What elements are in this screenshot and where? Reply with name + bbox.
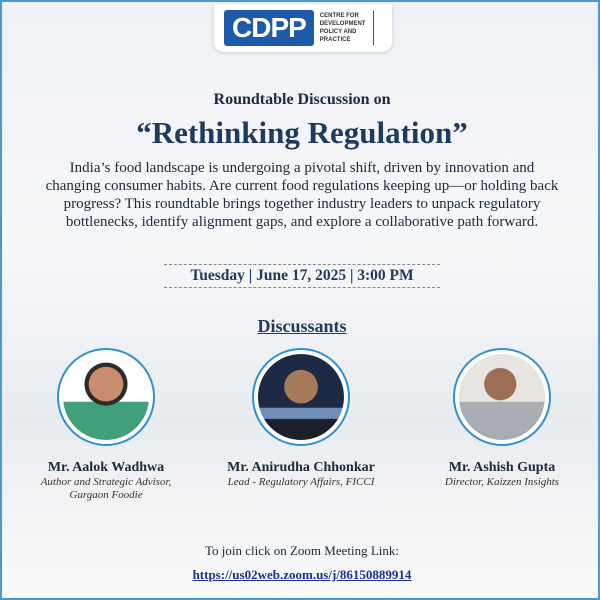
description: India’s food landscape is undergoing a p… — [45, 160, 559, 230]
logo-mark: CDPP — [224, 10, 314, 46]
join-instructions: To join click on Zoom Meeting Link: — [204, 543, 400, 558]
speaker-name: Mr. Anirudha Chhonkar — [227, 460, 375, 475]
speaker-role: Author and Strategic Advisor, — [40, 476, 172, 488]
avatar — [252, 348, 350, 446]
logo-subtitle: CENTRE FOR DEVELOPMENT POLICY AND PRACTI… — [320, 11, 375, 45]
speaker-card: Mr. Anirudha Chhonkar Lead - Regulatory … — [201, 348, 401, 489]
event-title: “Rethinking Regulation” — [136, 115, 468, 150]
kicker: Roundtable Discussion on — [213, 91, 391, 108]
speaker-role: Gurgaon Foodie — [69, 489, 143, 501]
logo-line: CENTRE FOR — [319, 13, 359, 19]
logo-line: PRACTICE — [319, 37, 351, 43]
speaker-name: Mr. Aalok Wadhwa — [47, 460, 165, 475]
speaker-name: Mr. Ashish Gupta — [448, 460, 556, 475]
discussants-heading: Discussants — [257, 316, 347, 336]
logo-line: DEVELOPMENT — [319, 21, 366, 27]
logo-line: POLICY AND — [319, 29, 357, 35]
speaker-role: Lead - Regulatory Affairs, FICCI — [227, 476, 375, 488]
speaker-role: Director, Kaizzen Insights — [444, 476, 560, 488]
avatar — [57, 348, 155, 446]
zoom-meeting-link[interactable]: https://us02web.zoom.us/j/86150889914 — [192, 567, 412, 582]
event-date: Tuesday | June 17, 2025 | 3:00 PM — [164, 264, 440, 288]
cdpp-logo: CDPP CENTRE FOR DEVELOPMENT POLICY AND P… — [214, 4, 392, 52]
avatar — [453, 348, 551, 446]
speaker-card: Mr. Aalok Wadhwa Author and Strategic Ad… — [6, 348, 206, 502]
speaker-card: Mr. Ashish Gupta Director, Kaizzen Insig… — [402, 348, 600, 489]
